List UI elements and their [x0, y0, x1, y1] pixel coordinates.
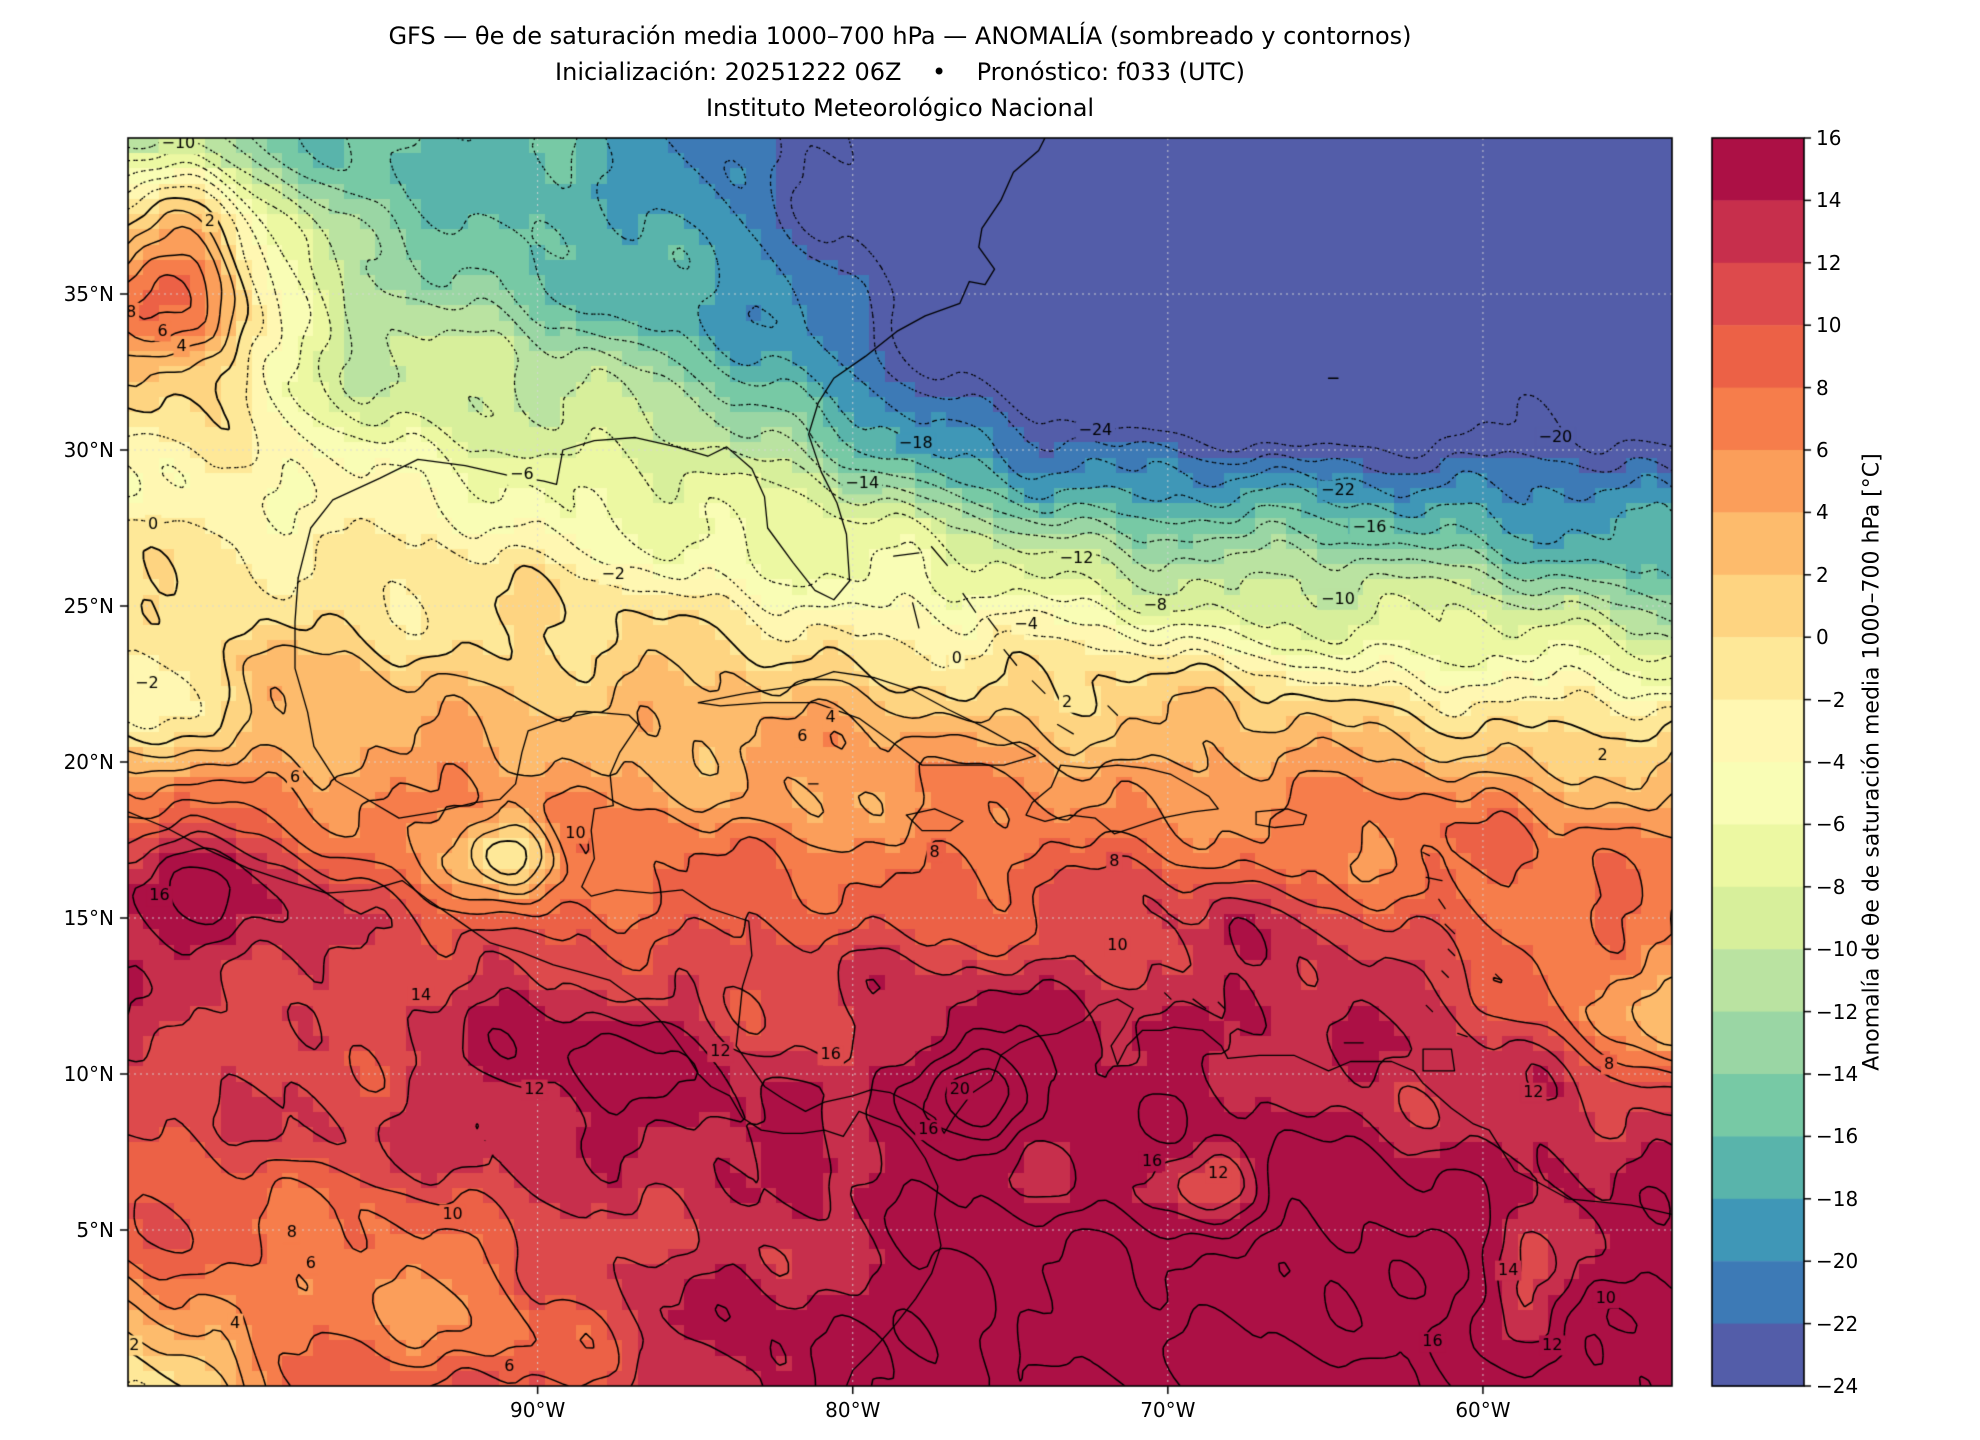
- y-tick-label: 5°N: [76, 1218, 114, 1242]
- chart-subtitle-init-forecast: Inicialización: 20251222 06Z • Pronóstic…: [555, 58, 1245, 86]
- x-tick-label: 90°W: [510, 1398, 566, 1422]
- colorbar-tick-label: −10: [1816, 937, 1859, 962]
- colorbar-tick-label: 6: [1816, 438, 1829, 462]
- colorbar-tick-label: 4: [1816, 500, 1829, 525]
- colorbar-tick-label: 10: [1816, 313, 1842, 338]
- colorbar-tick-label: 0: [1816, 625, 1829, 650]
- y-tick-label: 25°N: [63, 594, 114, 618]
- colorbar-label: Anomalía de θe de saturación media 1000–…: [1859, 453, 1885, 1071]
- colorbar-tick-label: −18: [1816, 1186, 1859, 1211]
- colorbar-tick-label: 12: [1816, 250, 1842, 275]
- colorbar-tick-label: 2: [1816, 562, 1829, 587]
- y-tick-label: 10°N: [63, 1062, 114, 1086]
- colorbar-tick-label: −12: [1816, 999, 1859, 1024]
- x-tick-label: 70°W: [1140, 1398, 1196, 1422]
- y-tick-label: 35°N: [63, 282, 114, 306]
- colorbar-tick-label: 16: [1816, 126, 1842, 150]
- colorbar-tick-label: −20: [1816, 1249, 1859, 1274]
- colorbar-tick-label: −14: [1816, 1062, 1859, 1086]
- colorbar-tick-label: −6: [1816, 812, 1846, 837]
- colorbar-tick-label: −24: [1816, 1374, 1859, 1398]
- colorbar-tick-label: −2: [1816, 687, 1846, 712]
- chart-institution: Instituto Meteorológico Nacional: [705, 94, 1095, 122]
- y-tick-label: 30°N: [63, 438, 114, 462]
- colorbar-tick-label: −8: [1816, 874, 1846, 899]
- y-tick-label: 15°N: [63, 906, 114, 930]
- chart-title: GFS — θe de saturación media 1000–700 hP…: [388, 22, 1412, 50]
- x-tick-label: 80°W: [825, 1398, 881, 1422]
- x-tick-label: 60°W: [1455, 1398, 1511, 1422]
- colorbar-tick-label: 8: [1816, 375, 1829, 400]
- colorbar-tick-label: −22: [1816, 1311, 1859, 1336]
- colorbar-tick-label: −16: [1816, 1124, 1859, 1149]
- colorbar-tick-label: 14: [1816, 188, 1842, 213]
- colorbar-tick-label: −4: [1816, 750, 1846, 774]
- y-tick-label: 20°N: [63, 750, 114, 774]
